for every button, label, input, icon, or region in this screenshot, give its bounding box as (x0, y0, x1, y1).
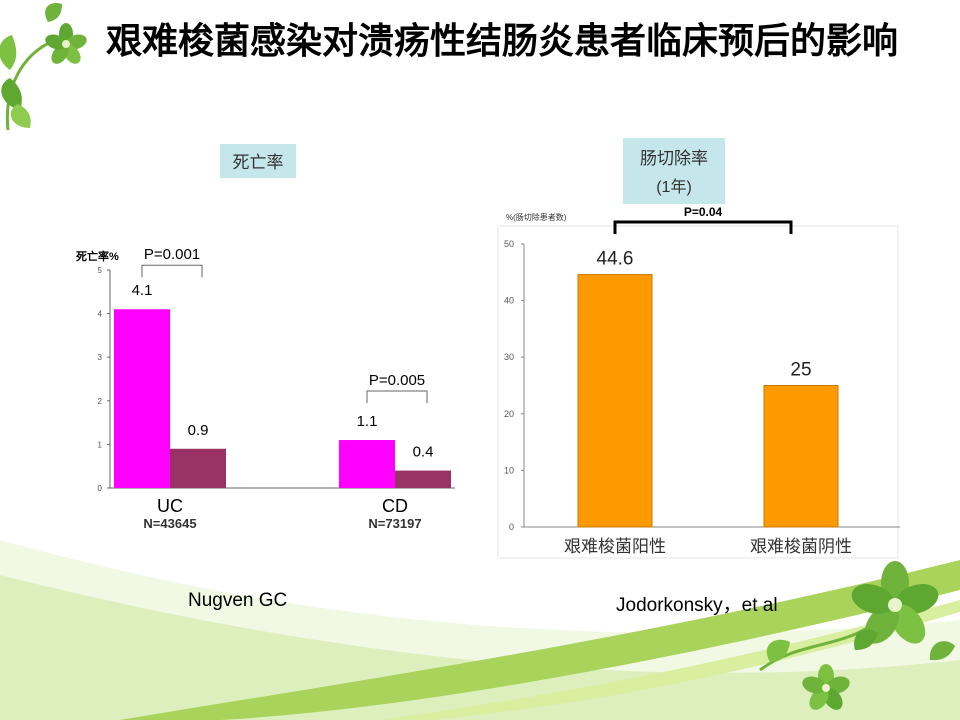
group-label: CD (382, 496, 408, 516)
bar-value-label: 25 (790, 360, 811, 381)
chart-title-box (220, 144, 296, 178)
bar (114, 309, 170, 488)
group-n-label: N=43645 (143, 516, 196, 531)
y-tick-label: 40 (504, 296, 514, 306)
flower-top-left (45, 23, 87, 64)
y-axis-label: %(肠切除患者数) (506, 212, 567, 222)
p-value-bracket (366, 390, 428, 404)
bar (395, 470, 451, 488)
vine-leaf-4 (45, 2, 62, 22)
vine-leaf-3 (10, 104, 31, 128)
chart-frame (497, 225, 899, 559)
bar (339, 440, 395, 488)
vine-leaf-2 (1, 78, 22, 110)
left-citation: Nugven GC (188, 590, 288, 611)
y-axis-label: 死亡率% (76, 249, 119, 263)
category-label: 艰难梭菌阴性 (750, 537, 852, 556)
chart-title: 肠切除率 (640, 149, 708, 168)
y-tick-label: 3 (98, 353, 103, 362)
bar-value-label: 4.1 (132, 282, 153, 299)
p-value-bracket (613, 220, 793, 234)
y-tick-label: 0 (98, 484, 103, 493)
right-citation: Jodorkonsky，et al (616, 595, 778, 616)
swoosh-mid (0, 575, 960, 720)
leaf-br-3 (929, 641, 955, 661)
bar-value-label: 0.9 (188, 422, 209, 439)
group-label: UC (157, 496, 183, 516)
y-tick-label: 10 (504, 465, 514, 475)
y-tick-label: 30 (504, 352, 514, 362)
chart-title: 死亡率 (233, 153, 284, 172)
p-value-bracket (141, 264, 203, 278)
y-tick-label: 4 (98, 310, 103, 319)
category-label: 艰难梭菌阳性 (564, 537, 666, 556)
flower-bottom-right-small (802, 664, 850, 710)
resection-chart: 肠切除率 (1年) %(肠切除患者数) 0 10 20 30 40 50 44.6 艰难梭菌阳性 25… (497, 138, 900, 559)
y-tick-label: 2 (98, 397, 103, 406)
leaf-br-1 (766, 639, 790, 662)
group-n-label: N=73197 (368, 516, 421, 531)
chart-title-box (623, 138, 725, 204)
vine-leaf-1 (0, 35, 17, 70)
bar (763, 385, 839, 528)
slide-title: 艰难梭菌感染对溃疡性结肠炎患者临床预后的影响 (106, 21, 899, 62)
y-tick-label: 1 (98, 440, 103, 449)
vine-stem (5, 38, 56, 131)
bar (577, 274, 653, 528)
y-tick-label: 20 (504, 409, 514, 419)
p-value-label: P=0.04 (684, 205, 723, 219)
p-value-label: P=0.001 (144, 246, 200, 263)
y-tick-label: 0 (509, 522, 514, 532)
bar-value-label: 44.6 (597, 249, 634, 270)
bar-value-label: 0.4 (413, 444, 434, 461)
y-tick-label: 5 (98, 266, 103, 275)
y-tick-label: 50 (504, 239, 514, 249)
leaf-br-2 (854, 629, 878, 650)
p-value-label: P=0.005 (369, 372, 425, 389)
bar (170, 448, 226, 488)
bar-value-label: 1.1 (357, 413, 378, 430)
chart-subtitle: (1年) (656, 178, 692, 196)
